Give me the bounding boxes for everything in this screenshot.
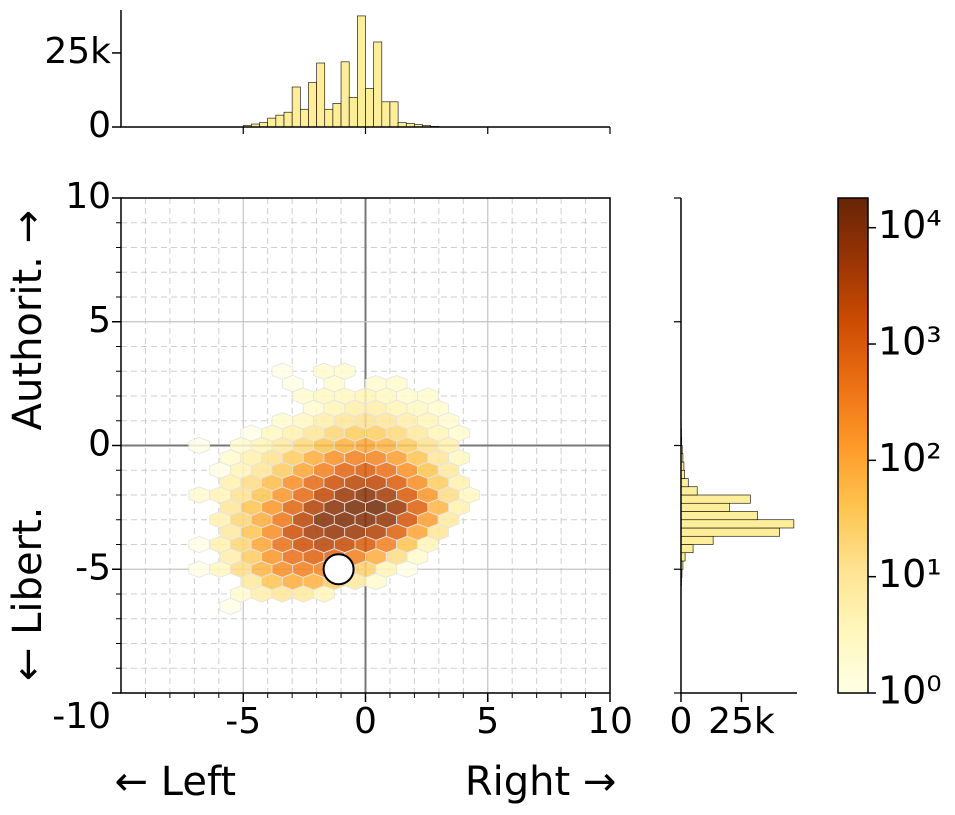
axis-spines bbox=[120, 10, 610, 128]
x-axis-label: ← Left Right → bbox=[115, 759, 617, 805]
histogram-bar bbox=[680, 502, 730, 512]
x-tick-label: 5 bbox=[476, 701, 499, 742]
histogram-bar bbox=[348, 97, 358, 128]
hexbin-cell bbox=[365, 573, 387, 591]
hexbin-cell bbox=[188, 560, 211, 578]
axes-frame bbox=[120, 197, 611, 694]
hexbin-cell bbox=[271, 585, 294, 603]
position-marker bbox=[322, 553, 355, 586]
x-tick-label: -5 bbox=[225, 701, 261, 742]
histogram-bar bbox=[680, 544, 694, 554]
histogram-bar bbox=[381, 101, 391, 128]
hexbin-cell bbox=[313, 585, 335, 603]
colorbar-tick-label: 10³ bbox=[878, 320, 942, 364]
histogram-bar bbox=[680, 478, 689, 488]
axis-spines bbox=[680, 198, 797, 694]
y-tick-label: 0 bbox=[88, 105, 111, 146]
histogram-bar bbox=[357, 15, 366, 128]
hexbin-cell bbox=[188, 535, 211, 554]
hexbin-cell bbox=[292, 585, 314, 603]
histogram-bar bbox=[389, 101, 399, 128]
colorbar-tick-label: 10⁰ bbox=[878, 669, 942, 713]
hexbin-cell bbox=[188, 436, 211, 455]
histogram-bar bbox=[267, 117, 277, 128]
histogram-bar bbox=[680, 527, 780, 537]
colorbar-tick-label: 10¹ bbox=[878, 552, 942, 596]
x-tick-label: 0 bbox=[670, 701, 693, 742]
x-tick-label: 10 bbox=[587, 701, 633, 742]
histogram-bar bbox=[332, 103, 342, 128]
histogram-bar bbox=[308, 82, 317, 128]
x-tick-label: 25k bbox=[708, 701, 775, 742]
x-tick-label: 0 bbox=[354, 701, 377, 742]
histogram-bar bbox=[299, 108, 309, 128]
histogram-bar bbox=[373, 41, 383, 128]
y-tick-label: 5 bbox=[88, 300, 111, 341]
histogram-bar bbox=[275, 114, 285, 128]
y-axis-label: ← Libert. Authorit. → bbox=[5, 210, 51, 681]
histogram-bar bbox=[680, 519, 795, 529]
histogram-bar bbox=[340, 61, 350, 128]
y-tick-label: -5 bbox=[75, 547, 111, 588]
y-tick-label: -10 bbox=[52, 696, 111, 737]
hexbin-cell bbox=[219, 597, 242, 615]
histogram-bar bbox=[283, 111, 293, 128]
colorbar bbox=[837, 197, 869, 694]
hexbin-cell bbox=[396, 560, 418, 578]
y-tick-label: 10 bbox=[65, 176, 111, 217]
histogram-bar bbox=[324, 108, 334, 128]
histogram-bar bbox=[680, 486, 698, 496]
y-tick-label: 0 bbox=[88, 424, 111, 465]
colorbar-tick-label: 10⁴ bbox=[878, 203, 942, 247]
histogram-bar bbox=[680, 494, 751, 504]
hexbin-cell bbox=[188, 486, 211, 504]
histogram-bar bbox=[316, 62, 326, 128]
hexbin-cell bbox=[250, 585, 273, 603]
histogram-bar bbox=[680, 511, 758, 521]
y-tick-label: 25k bbox=[44, 31, 111, 72]
histogram-bar bbox=[365, 88, 374, 128]
hexbin-cell bbox=[209, 560, 231, 578]
histogram-bar bbox=[680, 535, 714, 545]
colorbar-tick-label: 10² bbox=[878, 436, 942, 480]
histogram-bar bbox=[291, 86, 301, 128]
